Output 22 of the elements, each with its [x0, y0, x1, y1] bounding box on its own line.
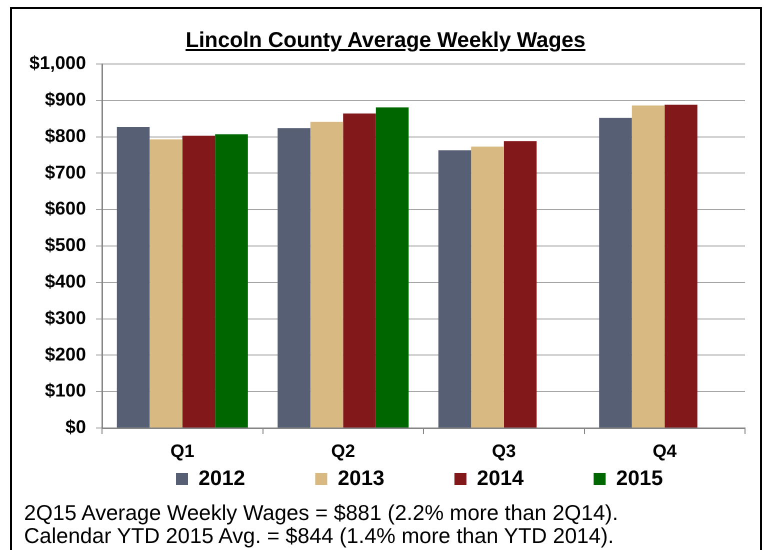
legend-label: 2012: [198, 466, 246, 490]
legend-label: 2015: [616, 466, 664, 490]
y-tick-label: $400: [44, 270, 86, 292]
x-tick-label: Q1: [170, 440, 194, 461]
chart-title: Lincoln County Average Weekly Wages: [186, 28, 586, 52]
y-tick-label: $200: [44, 343, 86, 364]
x-tick-label: Q2: [331, 440, 356, 461]
y-tick-label: $900: [44, 88, 86, 110]
y-tick-label: $700: [44, 161, 86, 182]
y-tick-label: $0: [65, 416, 86, 438]
y-tick-label: $1,000: [29, 52, 86, 74]
y-tick-label: $800: [44, 124, 86, 146]
text: Calendar YTD 2015 Avg. = $844 (1.4% more than YTD 2014).: [24, 524, 614, 548]
y-tick-label: $500: [44, 234, 86, 256]
y-tick-label: $300: [44, 306, 86, 328]
y-tick-label: $100: [44, 380, 86, 401]
text: 2Q15 Average Weekly Wages = $881 (2.2% more than 2Q14).: [24, 501, 618, 525]
x-tick-label: Q3: [492, 440, 516, 461]
legend-label: 2013: [338, 466, 384, 490]
legend-label: 2014: [476, 466, 524, 490]
x-tick-label: Q4: [652, 440, 677, 461]
y-tick-label: $600: [44, 198, 86, 219]
